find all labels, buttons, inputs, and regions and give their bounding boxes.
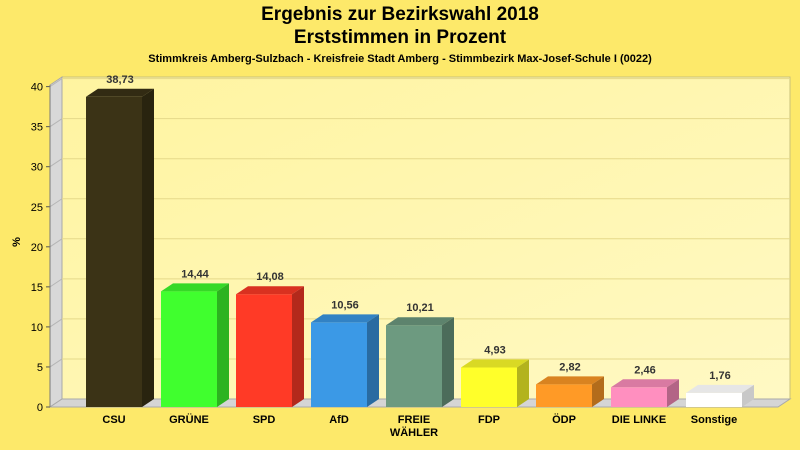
x-tick-label: DIE LINKE — [612, 414, 666, 426]
x-tick-label: Sonstige — [691, 414, 737, 426]
bar-die-linke: 2,46 — [611, 364, 679, 407]
gridline-side — [49, 278, 63, 288]
bar-value-label: 1,76 — [709, 370, 730, 382]
bar-side — [442, 317, 454, 407]
bar-value-label: 38,73 — [106, 74, 134, 86]
chart-title: Ergebnis zur Bezirkswahl 2018 — [261, 4, 539, 25]
bar-front — [236, 294, 292, 407]
x-tick-label: ÖDP — [552, 413, 576, 426]
gridline-side — [49, 318, 63, 328]
x-tick-label: SPD — [253, 414, 276, 426]
bar-csu: 38,73 — [86, 74, 154, 407]
bars: 38,73 14,44 14,08 10,56 10,21 4,93 2,82 2,46 1,7… — [86, 74, 754, 407]
bar-side — [142, 88, 154, 407]
gridline-side — [49, 198, 63, 208]
bar-value-label: 10,56 — [331, 299, 359, 311]
plot-left-wall — [49, 76, 63, 408]
y-tick-label: 25 — [31, 202, 43, 214]
chart-caption: Stimmkreis Amberg-Sulzbach - Kreisfreie … — [148, 53, 652, 65]
y-tick-label: 10 — [31, 322, 43, 334]
x-tick-label: WÄHLER — [390, 426, 438, 439]
y-tick-label: 30 — [31, 162, 43, 174]
y-axis-label: % — [11, 237, 23, 247]
bar-side — [667, 379, 679, 407]
bar-ödp: 2,82 — [536, 361, 604, 407]
bar-side — [742, 384, 754, 407]
gridline-side — [49, 78, 63, 88]
y-tick-label: 20 — [31, 242, 43, 254]
bar-side — [217, 283, 229, 407]
bar-top — [536, 376, 604, 385]
bar-value-label: 10,21 — [406, 302, 434, 314]
gridline-side — [49, 238, 63, 248]
y-tick-label: 5 — [37, 362, 43, 374]
bar-value-label: 4,93 — [484, 345, 505, 357]
bar-afd: 10,56 — [311, 299, 379, 407]
bar-side — [517, 359, 529, 407]
bar-value-label: 2,46 — [634, 364, 655, 376]
y-tick-label: 15 — [31, 282, 43, 294]
bar-front — [611, 387, 667, 407]
x-tick-label: FDP — [478, 414, 500, 426]
bar-side — [367, 314, 379, 407]
gridline-side — [49, 358, 63, 368]
y-tick-label: 40 — [31, 82, 43, 94]
bar-top — [461, 359, 529, 368]
bar-front — [536, 384, 592, 407]
bar-front — [311, 322, 367, 407]
bar-sonstige: 1,76 — [686, 370, 754, 407]
gridline-side — [49, 118, 63, 128]
bar-front — [461, 367, 517, 407]
bar-top — [611, 379, 679, 388]
bar-grüne: 14,44 — [161, 268, 229, 407]
bar-top — [86, 88, 154, 97]
bar-front — [386, 325, 442, 407]
bar-top — [386, 317, 454, 326]
y-tick-label: 35 — [31, 122, 43, 134]
bar-spd: 14,08 — [236, 271, 304, 407]
bar-front — [686, 392, 742, 407]
bar-top — [236, 286, 304, 295]
bar-top — [311, 314, 379, 323]
x-tick-label: AfD — [329, 414, 349, 426]
bar-top — [161, 283, 229, 292]
bar-top — [686, 384, 754, 393]
y-axis: 0 5 10 15 20 25 30 35 40% — [11, 82, 51, 414]
bar-side — [592, 376, 604, 407]
chart-subtitle: Erststimmen in Prozent — [293, 27, 507, 48]
bar-side — [292, 286, 304, 407]
x-tick-label: GRÜNE — [169, 413, 209, 426]
bar-value-label: 14,08 — [256, 271, 284, 283]
bar-fdp: 4,93 — [461, 345, 529, 407]
bar-front — [86, 96, 142, 407]
bar-value-label: 2,82 — [559, 361, 580, 373]
bar-front — [161, 291, 217, 407]
x-tick-label: CSU — [102, 414, 125, 426]
gridline-side — [49, 158, 63, 168]
y-tick-label: 0 — [37, 402, 43, 414]
bar-freie-wähler: 10,21 — [386, 302, 454, 407]
bar-value-label: 14,44 — [181, 268, 209, 280]
x-tick-label: FREIE — [398, 414, 430, 426]
